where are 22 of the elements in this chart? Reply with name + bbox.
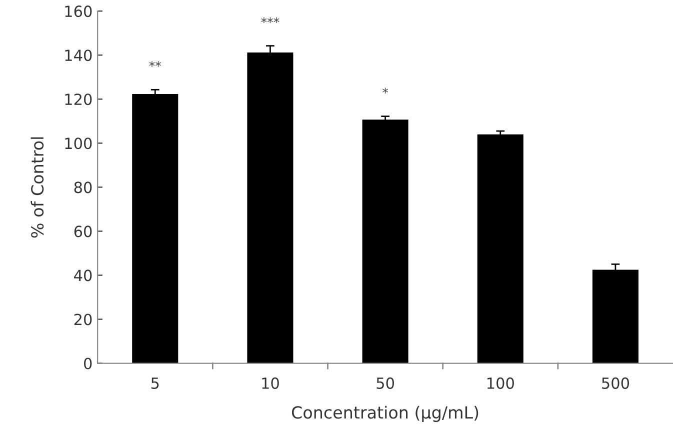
x-axis-title: Concentration (μg/mL) [292, 406, 478, 422]
annotation: ** [149, 61, 162, 67]
annotation: * [382, 88, 388, 94]
bar [477, 134, 524, 364]
y-tick-label: 160 [65, 6, 92, 18]
y-tick-label: 140 [65, 50, 92, 62]
y-tick-label: 0 [84, 358, 92, 370]
y-tick-label: 60 [74, 226, 92, 238]
bar [132, 94, 178, 364]
y-tick-label: 100 [65, 138, 92, 150]
annotation: *** [261, 17, 280, 24]
y-tick-label: 20 [74, 314, 92, 326]
y-tick-label: 120 [65, 94, 92, 106]
x-tick-label: 100 [487, 377, 514, 389]
bar [362, 120, 408, 364]
x-tick-label: 10 [262, 377, 279, 389]
y-axis-title: % of Control [30, 137, 44, 238]
x-tick-label: 500 [602, 377, 630, 389]
x-tick-label: 50 [376, 377, 394, 389]
y-tick-label: 40 [74, 270, 92, 282]
y-tick-label: 80 [74, 182, 92, 194]
x-tick-label: 5 [151, 378, 159, 389]
